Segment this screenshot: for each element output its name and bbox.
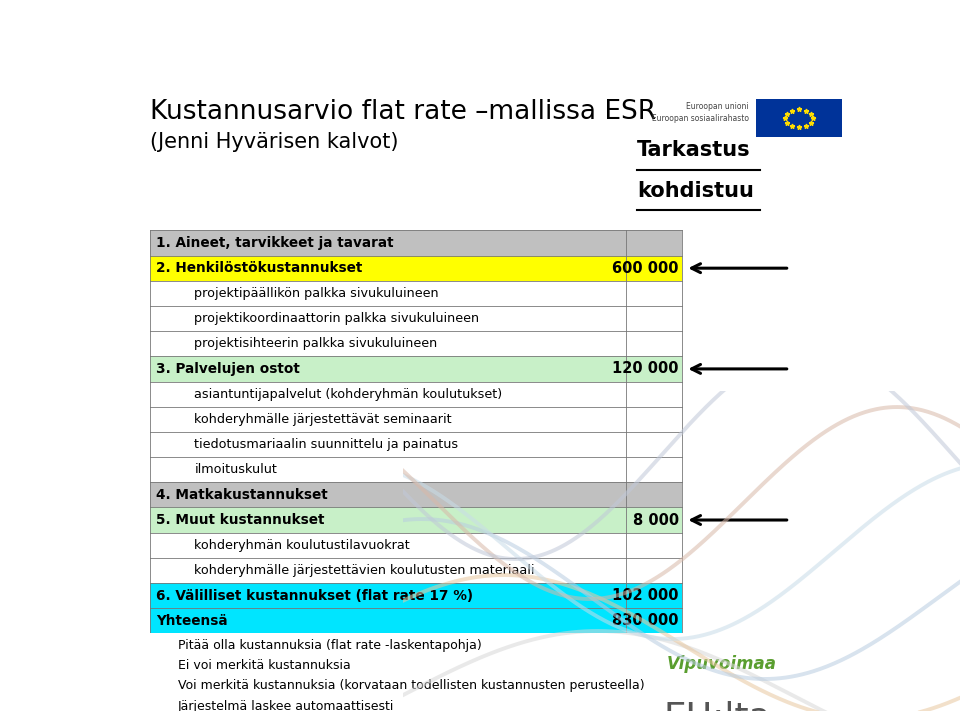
Bar	[150, 407, 682, 432]
Bar	[150, 508, 682, 533]
Bar	[150, 457, 682, 482]
Text: kohderyhmälle järjestettävien koulutusten materiaali: kohderyhmälle järjestettävien koulutuste…	[194, 564, 535, 577]
Text: 2. Henkilöstökustannukset: 2. Henkilöstökustannukset	[156, 261, 362, 275]
Bar	[150, 230, 682, 255]
Text: Kustannusarvio flat rate –mallissa ESR: Kustannusarvio flat rate –mallissa ESR	[150, 99, 656, 125]
Bar	[150, 382, 682, 407]
Text: (​Jenni Hyvärisen kalvot​): (​Jenni Hyvärisen kalvot​)	[150, 132, 398, 152]
Text: ilmoituskulut: ilmoituskulut	[194, 463, 277, 476]
Bar	[150, 637, 171, 653]
Bar	[150, 583, 682, 608]
Bar	[150, 255, 682, 281]
Bar	[150, 658, 171, 674]
Bar	[150, 482, 682, 508]
Bar	[756, 99, 842, 137]
Text: Euroopan unioni
 Euroopan sosiaalirahasto: Euroopan unioni Euroopan sosiaalirahasto	[648, 102, 749, 123]
Text: 830 000: 830 000	[612, 614, 679, 629]
Text: 120 000: 120 000	[612, 361, 679, 376]
Text: 3. Palvelujen ostot: 3. Palvelujen ostot	[156, 362, 300, 376]
Bar	[150, 432, 682, 457]
Text: projektikoordinaattorin palkka sivukuluineen: projektikoordinaattorin palkka sivukului…	[194, 312, 480, 325]
Bar	[150, 281, 682, 306]
Text: Pitää olla kustannuksia (flat rate -laskentapohja): Pitää olla kustannuksia (flat rate -lask…	[178, 639, 482, 652]
Text: Yhteensä: Yhteensä	[156, 614, 228, 628]
Text: Ei voi merkitä kustannuksia: Ei voi merkitä kustannuksia	[178, 659, 350, 672]
Bar	[150, 356, 682, 382]
Bar	[150, 331, 682, 356]
Bar	[150, 558, 682, 583]
Bar	[150, 698, 171, 711]
Text: 102 000: 102 000	[612, 588, 679, 603]
Bar	[150, 533, 682, 558]
Text: EU:lta: EU:lta	[663, 700, 771, 711]
Text: 1. Aineet, tarvikkeet ja tavarat: 1. Aineet, tarvikkeet ja tavarat	[156, 236, 394, 250]
Text: tiedotusmariaalin suunnittelu ja painatus: tiedotusmariaalin suunnittelu ja painatu…	[194, 438, 459, 451]
Text: asiantuntijapalvelut (kohderyhmän koulutukset): asiantuntijapalvelut (kohderyhmän koulut…	[194, 387, 502, 400]
Text: 8 000: 8 000	[633, 513, 679, 528]
Text: kohderyhmälle järjestettävät seminaarit: kohderyhmälle järjestettävät seminaarit	[194, 413, 452, 426]
Text: Vipuvoimaa: Vipuvoimaa	[667, 655, 777, 673]
Bar	[150, 306, 682, 331]
Text: projektipäällikön palkka sivukuluineen: projektipäällikön palkka sivukuluineen	[194, 287, 439, 300]
Text: Järjestelmä laskee automaattisesti: Järjestelmä laskee automaattisesti	[178, 700, 395, 711]
Text: 5. Muut kustannukset: 5. Muut kustannukset	[156, 513, 324, 527]
Text: kohdistuu: kohdistuu	[637, 181, 754, 201]
Text: kohderyhmän koulutustilavuokrat: kohderyhmän koulutustilavuokrat	[194, 539, 410, 552]
Bar	[150, 608, 682, 634]
Text: 6. Välilliset kustannukset (flat rate 17 %): 6. Välilliset kustannukset (flat rate 17…	[156, 589, 472, 602]
Text: projektisihteerin palkka sivukuluineen: projektisihteerin palkka sivukuluineen	[194, 337, 438, 351]
Text: Voi merkitä kustannuksia (korvataan todellisten kustannusten perusteella): Voi merkitä kustannuksia (korvataan tode…	[178, 680, 645, 693]
Text: 600 000: 600 000	[612, 261, 679, 276]
Text: Tarkastus: Tarkastus	[637, 140, 751, 160]
Text: 4. Matkakustannukset: 4. Matkakustannukset	[156, 488, 327, 502]
Bar	[150, 678, 171, 694]
